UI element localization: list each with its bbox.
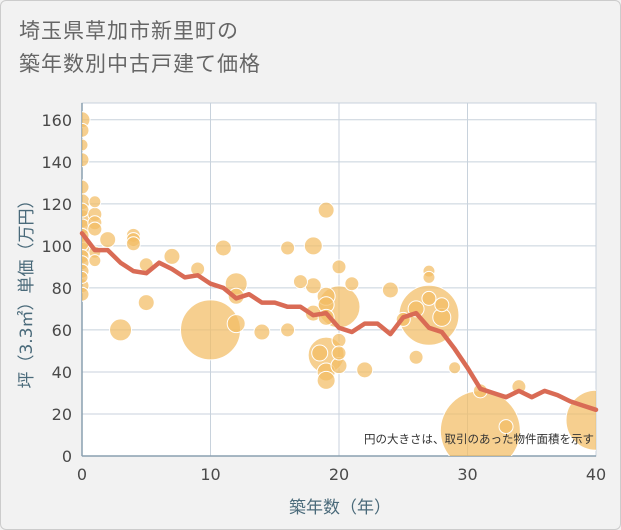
data-bubble xyxy=(109,318,133,342)
bubble-size-note: 円の大きさは、取引のあった物件面積を示す xyxy=(364,432,594,446)
data-bubble xyxy=(82,270,89,284)
y-tick-label: 0 xyxy=(62,447,72,466)
x-axis-label: 築年数（年） xyxy=(289,498,391,518)
data-bubble xyxy=(214,239,232,257)
data-bubble xyxy=(163,247,181,265)
x-tick-label: 30 xyxy=(457,465,477,484)
data-bubble xyxy=(421,290,437,306)
x-tick-label: 40 xyxy=(586,465,606,484)
y-tick-label: 100 xyxy=(41,237,72,256)
chart-title-line-1: 埼玉県草加市新里町の xyxy=(19,19,239,43)
data-bubble xyxy=(331,345,347,361)
data-bubble xyxy=(422,270,436,284)
data-bubble xyxy=(316,370,336,390)
data-bubble xyxy=(226,314,246,334)
data-bubble xyxy=(82,179,90,195)
data-bubble xyxy=(331,332,347,348)
y-tick-label: 160 xyxy=(41,111,72,130)
bubble-layer xyxy=(82,111,596,456)
data-bubble xyxy=(82,286,90,302)
y-tick-label: 60 xyxy=(52,321,72,340)
data-bubble xyxy=(280,240,296,256)
data-bubble xyxy=(303,236,323,256)
y-tick-label: 140 xyxy=(41,153,72,172)
data-bubble xyxy=(82,138,89,152)
average-line-layer xyxy=(79,231,599,413)
y-tick-label: 120 xyxy=(41,195,72,214)
average-price-line xyxy=(79,231,599,413)
chart-title-line-2: 築年数別中古戸建て価格 xyxy=(19,52,261,76)
data-bubble xyxy=(356,361,374,379)
data-bubble xyxy=(137,294,155,312)
x-tick-label: 20 xyxy=(329,465,349,484)
data-bubble xyxy=(88,195,102,209)
data-bubble xyxy=(82,122,90,138)
data-bubble xyxy=(408,349,424,365)
data-bubble xyxy=(253,323,271,341)
y-axis-label: 坪（3.3㎡）単価（万円） xyxy=(17,191,37,388)
data-bubble xyxy=(344,276,360,292)
bubbles xyxy=(82,111,596,456)
y-tick-label: 40 xyxy=(52,363,72,382)
data-bubble xyxy=(498,419,514,435)
tick-labels: 0 10 20 30 40 0 20 40 60 80 100 120 140 160 xyxy=(41,111,606,484)
data-bubble xyxy=(87,221,103,237)
data-bubble xyxy=(317,201,335,219)
chart-title: 埼玉県草加市新里町の 築年数別中古戸建て価格 xyxy=(19,15,261,81)
data-bubble xyxy=(82,152,90,168)
data-bubble xyxy=(82,202,90,218)
data-bubble xyxy=(88,254,102,268)
data-bubble xyxy=(331,259,347,275)
y-tick-label: 80 xyxy=(52,279,72,298)
data-bubble xyxy=(99,231,117,249)
y-tick-label: 20 xyxy=(52,405,72,424)
data-bubble xyxy=(292,274,308,290)
data-bubble xyxy=(280,322,296,338)
data-bubble xyxy=(434,297,450,313)
x-tick-label: 10 xyxy=(200,465,220,484)
grid-lines xyxy=(81,102,597,457)
data-bubble xyxy=(311,344,329,362)
data-bubble xyxy=(448,361,462,375)
x-tick-label: 0 xyxy=(77,465,87,484)
data-bubble xyxy=(125,236,141,252)
data-bubble xyxy=(381,281,399,299)
